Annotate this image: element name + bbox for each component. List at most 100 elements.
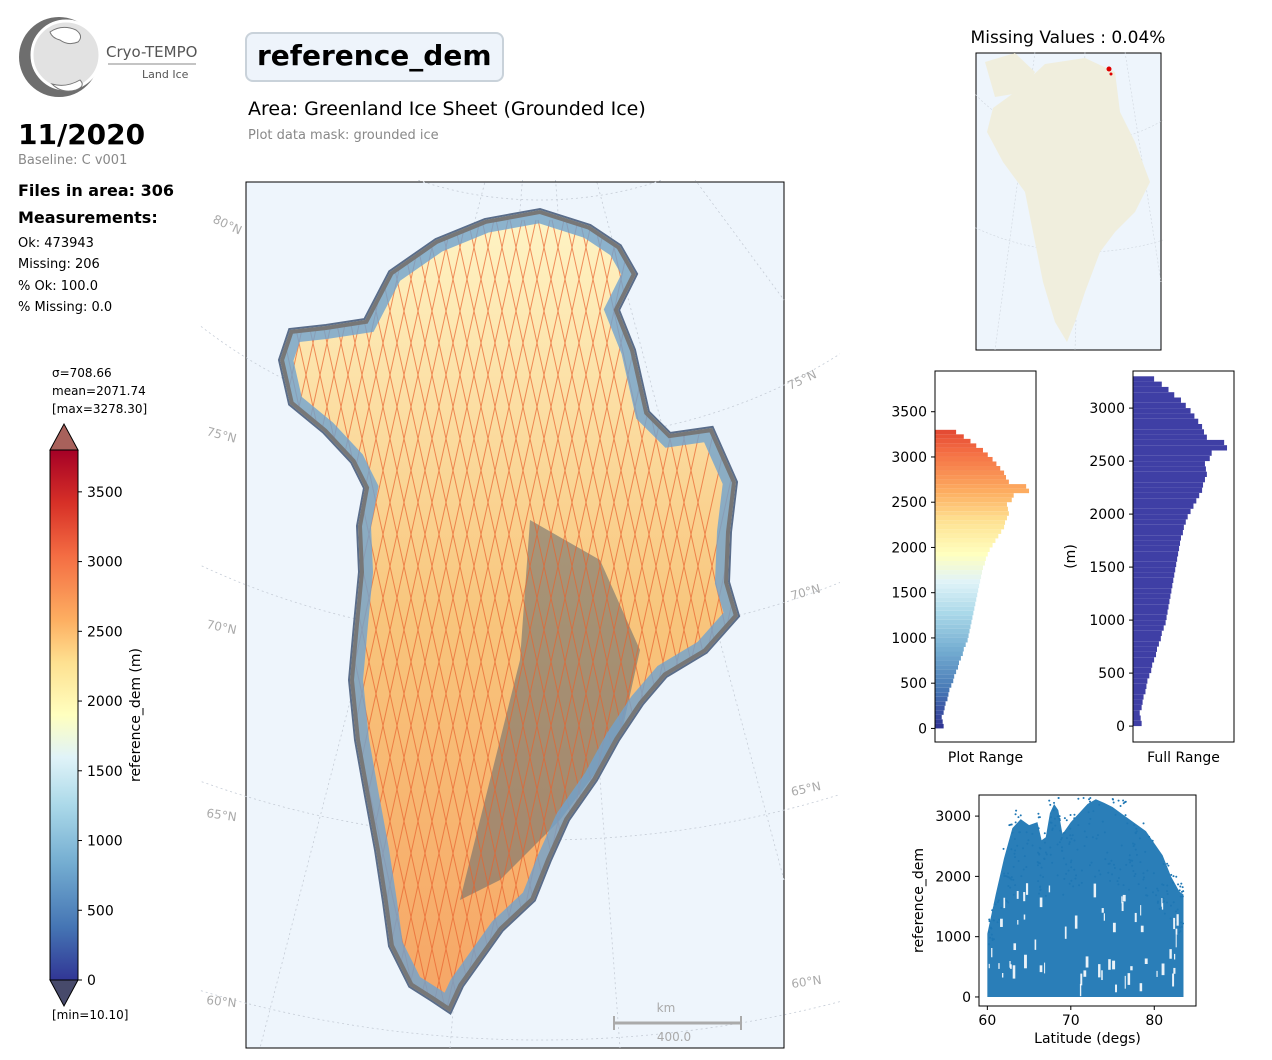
scatter-point — [1007, 901, 1010, 904]
scatter-point — [1014, 821, 1017, 824]
scatter-point — [1182, 922, 1185, 925]
lat-label-70: 70°N — [205, 617, 237, 637]
scatter-point — [996, 901, 999, 904]
scatter-point — [1067, 869, 1070, 872]
hist-bar — [1133, 636, 1161, 642]
scatter-point — [1015, 809, 1018, 812]
scatter-point — [1049, 846, 1052, 849]
scatter-point — [1063, 831, 1066, 834]
scatter-point — [1110, 859, 1113, 862]
hist-ytick: 2500 — [891, 495, 927, 511]
hist-bar — [1133, 487, 1203, 493]
scatter-point — [1088, 822, 1091, 825]
scatter-point — [1049, 803, 1052, 806]
hist-bar — [1133, 545, 1180, 552]
scatter-point — [1156, 901, 1159, 904]
hist-bar — [935, 574, 982, 580]
scatter-point — [994, 903, 997, 906]
files-count: Files in area: 306 — [18, 181, 174, 200]
lat-label-65: 65°N — [206, 806, 238, 824]
hist-bar — [1133, 689, 1146, 695]
scatter-point — [1117, 877, 1120, 880]
scatter-point — [1018, 831, 1021, 834]
scatter-point — [1124, 814, 1127, 817]
hist-bar — [935, 533, 999, 539]
scatter-point — [1107, 862, 1110, 865]
hist-bar — [1133, 413, 1195, 419]
scatter-point — [1178, 931, 1181, 934]
hist-bar — [935, 723, 944, 729]
scatter-point — [1117, 883, 1120, 886]
scatter-point — [1181, 886, 1184, 889]
hist-bar — [935, 497, 1012, 503]
scatter-point — [1167, 864, 1170, 867]
hist-bar — [1133, 535, 1181, 541]
stat-ok: Ok: 473943 — [18, 236, 94, 251]
hist-bar — [1133, 604, 1169, 610]
scatter-point — [1013, 838, 1016, 841]
hist-ytick: 500 — [900, 676, 927, 692]
scatter-point — [1060, 838, 1063, 841]
baseline-label: Baseline: C v001 — [18, 153, 128, 168]
hist-bar — [1133, 651, 1157, 658]
scatter-point — [1038, 816, 1041, 819]
hist-bar — [1133, 503, 1194, 509]
hist-bar — [1133, 408, 1191, 414]
scatter-point — [1078, 884, 1081, 887]
hist-bar — [935, 701, 946, 706]
scatter-point — [1178, 889, 1181, 892]
cb-min: [min=10.10] — [52, 1008, 129, 1022]
scatter-point — [988, 931, 991, 934]
scatter-point — [1080, 881, 1083, 884]
scatter-point — [1148, 835, 1151, 838]
scatter-point — [1166, 890, 1169, 893]
hist-bar — [935, 633, 969, 638]
hist-bar — [1133, 673, 1150, 679]
scatter-point — [1132, 842, 1135, 845]
scatter-point — [1070, 866, 1073, 869]
hist-bar — [935, 669, 957, 675]
hist-bar — [935, 529, 1002, 534]
scatter-point — [1163, 912, 1166, 915]
scatter-point — [1120, 844, 1123, 847]
hist-bar — [1133, 376, 1155, 382]
scatter-point — [1003, 872, 1006, 875]
scatter-xtick: 70 — [1062, 1013, 1080, 1029]
hist-bar — [1133, 439, 1225, 446]
hist-bar — [1133, 567, 1176, 573]
scatter-point — [1070, 837, 1073, 840]
scatter-point — [1026, 842, 1029, 845]
hist-bar — [1133, 392, 1175, 398]
scatter-point — [1133, 824, 1136, 827]
scatter-point — [1132, 845, 1135, 848]
scatter-point — [1007, 872, 1010, 875]
scatter-point — [1073, 817, 1076, 820]
scatter-point — [1069, 814, 1072, 817]
scatter-point — [989, 926, 992, 929]
cb-tick-3: 1500 — [87, 764, 123, 780]
scatter-point — [1069, 861, 1072, 864]
hist-bar — [1133, 720, 1142, 727]
stat-pct-missing: % Missing: 0.0 — [18, 300, 113, 315]
scatter-point — [1095, 837, 1098, 840]
scatter-point — [1099, 873, 1102, 876]
lat-label-right-65: 65°N — [790, 779, 822, 799]
lat-label-right-75: 75°N — [785, 367, 818, 392]
scatter-point — [1031, 832, 1034, 835]
scatter-point — [1020, 875, 1023, 878]
scatter-point — [1012, 878, 1015, 881]
scatter-point — [1025, 831, 1028, 834]
scatter-point — [1083, 844, 1086, 847]
hist-bar — [1133, 715, 1141, 721]
scale-value: 400.0 — [657, 1030, 691, 1044]
hist-bar — [935, 624, 971, 629]
hist-bar — [1133, 577, 1174, 583]
scatter-point — [1010, 848, 1013, 851]
hist-bar — [1133, 445, 1228, 451]
scatter-point — [1092, 810, 1095, 813]
hist-bar — [1133, 482, 1204, 488]
hist-plot-range: 0 500 1000 1500 2000 2500 3000 3500 Plot Range — [891, 370, 1037, 766]
scatter-point — [1049, 816, 1052, 819]
hist-bar — [935, 506, 1008, 512]
hist-bar — [935, 597, 977, 602]
